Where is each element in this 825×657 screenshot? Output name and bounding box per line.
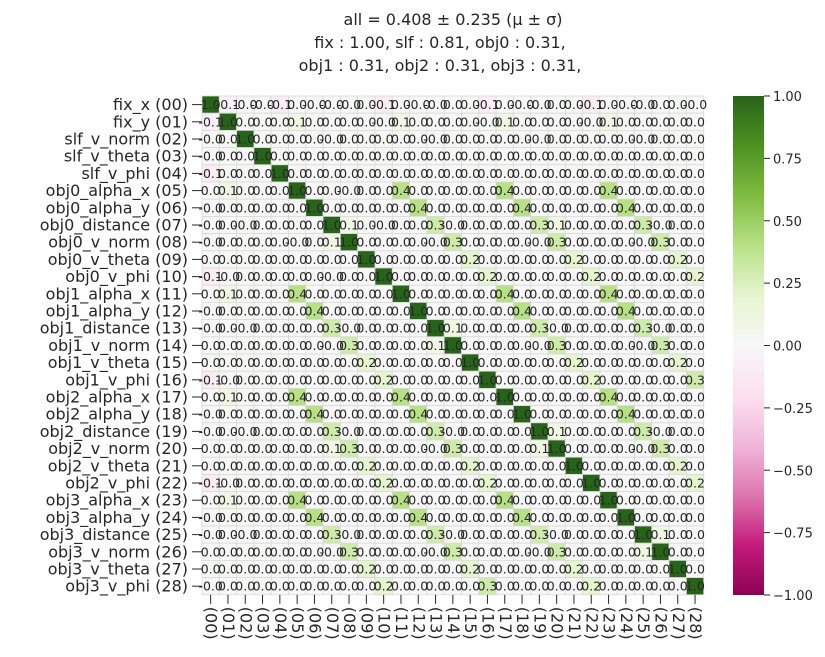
cell-value-label: 0.0: [685, 252, 705, 267]
column-label: (00): [202, 607, 221, 640]
column-label: (06): [305, 607, 324, 640]
column-label: (20): [548, 607, 567, 640]
column-label: (24): [617, 607, 636, 640]
column-label: (10): [375, 607, 394, 640]
cell-value-label: 0.0: [685, 321, 705, 336]
column-label: (08): [340, 607, 359, 640]
colorbar-tick-label: −0.25: [773, 402, 813, 417]
cell-value-label: 0.0: [685, 441, 705, 456]
column-label: (02): [236, 607, 255, 640]
cell-value-label: 0.0: [685, 166, 705, 181]
cell-value-label: 0.0: [685, 286, 705, 301]
cell-value-label: 0.0: [685, 114, 705, 129]
column-label: (03): [254, 607, 273, 640]
column-label: (21): [565, 607, 584, 640]
cell-value-label: 0.0: [685, 338, 705, 353]
colorbar-tick-label: 0.50: [773, 215, 802, 230]
cell-value-label: 0.0: [685, 200, 705, 215]
colorbar-tick-label: −0.75: [773, 527, 813, 542]
column-label: (26): [651, 607, 670, 640]
cell-value-label: 0.0: [685, 424, 705, 439]
column-label: (12): [409, 607, 428, 640]
column-label: (28): [686, 607, 705, 640]
colorbar-tick-label: 0.25: [773, 277, 802, 292]
column-label: (17): [496, 607, 515, 640]
chart-title: all = 0.408 ± 0.235 (μ ± σ) fix : 1.00, …: [299, 10, 582, 75]
cell-value-label: 0.0: [685, 493, 705, 508]
cell-value-label: 0.0: [685, 218, 705, 233]
cell-value-label: 0.0: [685, 527, 705, 542]
cell-value-label: 0.0: [685, 132, 705, 147]
column-label: (19): [530, 607, 549, 640]
column-label: (18): [513, 607, 532, 640]
row-labels: fix_x (00)fix_y (01)slf_v_norm (02)slf_v…: [40, 95, 202, 597]
column-label: (23): [600, 607, 619, 640]
cell-value-label: 0.0: [685, 458, 705, 473]
cell-value-label: -0.0: [683, 97, 707, 112]
cell-value-label: 0.0: [685, 562, 705, 577]
column-label: (25): [634, 607, 653, 640]
heatmap-cells: [201, 95, 705, 596]
column-label: (13): [427, 607, 446, 640]
cell-value-label: 0.2: [685, 269, 705, 284]
cell-value-label: 0.0: [685, 390, 705, 405]
cell-value-label: 0.0: [685, 355, 705, 370]
colorbar: 1.00 0.75 0.50 0.25 0.00 −0.25 −0.50 −0.75 −1.00: [733, 90, 813, 604]
cell-value-label: 0.0: [685, 235, 705, 250]
column-labels: (00)(01)(02)(03)(04)(05)(06)(07)(08)(09)…: [202, 594, 705, 640]
column-label: (01): [219, 607, 238, 640]
cell-value-label: 0.2: [685, 476, 705, 491]
title-line-1: all = 0.408 ± 0.235 (μ ± σ): [344, 10, 563, 29]
cell-value-label: 0.0: [685, 183, 705, 198]
column-label: (15): [461, 607, 480, 640]
column-label: (27): [669, 607, 688, 640]
row-label: obj3_v_phi (28): [65, 577, 188, 597]
colorbar-gradient: [733, 96, 764, 595]
colorbar-tick-label: 1.00: [773, 90, 802, 105]
title-line-3: obj1 : 0.31, obj2 : 0.31, obj3 : 0.31,: [299, 56, 582, 75]
cell-value-label: 0.0: [685, 149, 705, 164]
column-label: (05): [288, 607, 307, 640]
colorbar-tick-label: −0.50: [773, 464, 813, 479]
cell-value-label: 0.0: [685, 407, 705, 422]
column-label: (16): [478, 607, 497, 640]
title-line-2: fix : 1.00, slf : 0.81, obj0 : 0.31,: [314, 33, 566, 52]
column-label: (04): [271, 607, 290, 640]
cell-value-label: 0.3: [685, 372, 705, 387]
cell-value-label: 0.0: [685, 544, 705, 559]
column-label: (14): [444, 607, 463, 640]
cell-value-label: 0.0: [685, 304, 705, 319]
colorbar-tick-label: 0.75: [773, 152, 802, 167]
colorbar-tick-label: −1.00: [773, 589, 813, 604]
colorbar-tick-label: 0.00: [773, 340, 802, 355]
heatmap-annotations: 1.0-0.1-0.0-0.0-0.10.0-0.0-0.0-0.00.0-0.…: [198, 97, 707, 594]
column-label: (07): [323, 607, 342, 640]
cell-value-label: 0.0: [685, 510, 705, 525]
column-label: (11): [392, 607, 411, 640]
cell-value-label: 1.0: [685, 579, 705, 594]
column-label: (22): [582, 607, 601, 640]
column-label: (09): [357, 607, 376, 640]
